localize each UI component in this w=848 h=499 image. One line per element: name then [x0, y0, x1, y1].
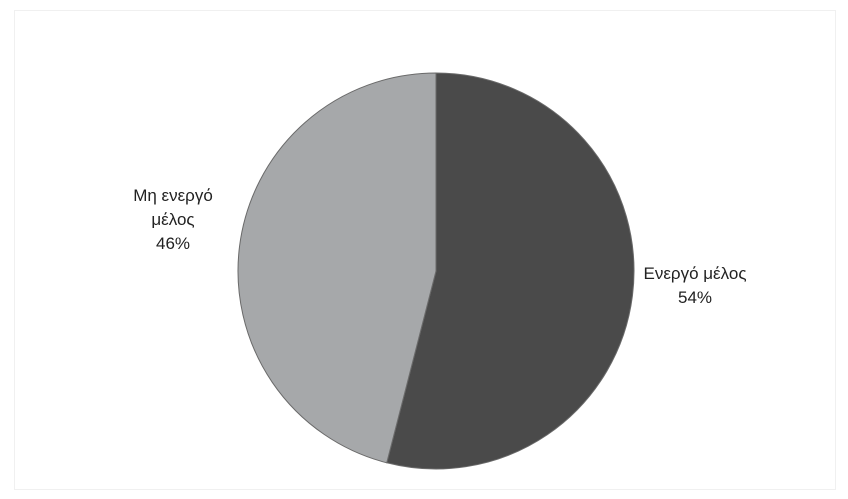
pie-slice-1: [386, 72, 635, 470]
slice-label-1: Ενεργό μέλος 54%: [643, 264, 746, 307]
slice-value-label: 54%: [678, 288, 712, 307]
slice-label-line: Ενεργό μέλος: [643, 264, 746, 283]
chart-frame: Ενεργό μέλος 54% Μη ενεργό μέλος 46%: [14, 10, 836, 490]
slice-label-2: Μη ενεργό μέλος 46%: [133, 186, 213, 253]
labels-layer: Ενεργό μέλος 54% Μη ενεργό μέλος 46%: [133, 186, 746, 307]
slice-label-line: μέλος: [151, 210, 194, 229]
pie-chart: Ενεργό μέλος 54% Μη ενεργό μέλος 46%: [133, 72, 747, 470]
slice-label-line: Μη ενεργό: [133, 186, 213, 205]
slices-layer: [237, 72, 635, 470]
pie-slice-2: [237, 72, 437, 464]
slice-value-label: 46%: [156, 234, 190, 253]
